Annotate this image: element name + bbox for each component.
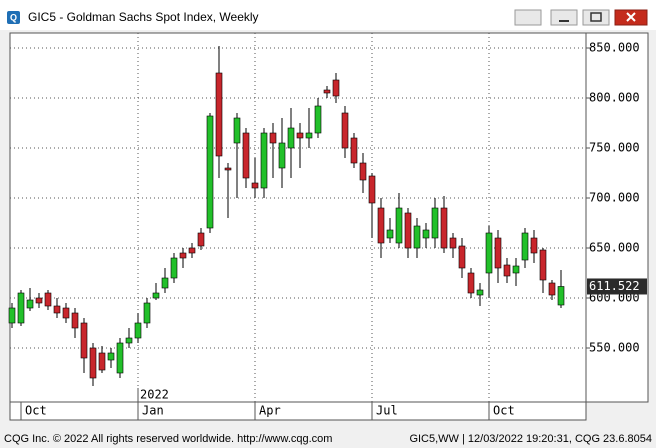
candle-body bbox=[170, 257, 178, 279]
candle-body bbox=[458, 245, 466, 269]
candle-body bbox=[278, 142, 286, 169]
maximize-glyph bbox=[590, 12, 602, 22]
candle-body bbox=[242, 132, 250, 179]
candle-body bbox=[80, 322, 88, 359]
candle-body bbox=[62, 307, 70, 319]
candle-body bbox=[323, 89, 331, 94]
candle-body bbox=[449, 237, 457, 249]
candle-body bbox=[233, 117, 241, 144]
candle-body bbox=[485, 232, 493, 274]
candle-body bbox=[206, 115, 214, 229]
candle-body bbox=[332, 79, 340, 97]
candle-body bbox=[512, 265, 520, 274]
candle-body bbox=[125, 337, 133, 344]
candle-body bbox=[107, 352, 115, 361]
title-bar bbox=[0, 0, 656, 30]
candle-body bbox=[35, 297, 43, 304]
candle-body bbox=[179, 252, 187, 259]
candle-body bbox=[503, 264, 511, 277]
candle-body bbox=[197, 232, 205, 247]
close-glyph bbox=[626, 12, 636, 22]
link-button[interactable] bbox=[514, 9, 542, 26]
y-axis-panel bbox=[585, 32, 649, 403]
candle-body bbox=[17, 292, 25, 324]
candle-body bbox=[530, 237, 538, 254]
candle-body bbox=[89, 347, 97, 379]
candle-body bbox=[548, 282, 556, 296]
candle-body bbox=[431, 207, 439, 239]
candle-body bbox=[152, 292, 160, 299]
candle-body bbox=[350, 137, 358, 164]
y-tick-label: 800.000 bbox=[589, 91, 640, 105]
candle-body bbox=[44, 292, 52, 307]
candle-body bbox=[269, 132, 277, 144]
candle-body bbox=[539, 249, 547, 281]
y-tick-label: 750.000 bbox=[589, 141, 640, 155]
candle-body bbox=[314, 105, 322, 134]
y-tick-label: 700.000 bbox=[589, 191, 640, 205]
minimize-button[interactable] bbox=[550, 9, 578, 26]
x-tick-label: Jul bbox=[376, 404, 398, 418]
x-tick-label: Oct bbox=[493, 404, 515, 418]
candle-body bbox=[53, 305, 61, 314]
candle-body bbox=[476, 289, 484, 296]
candle-body bbox=[143, 302, 151, 324]
window-title: GIC5 - Goldman Sachs Spot Index, Weekly bbox=[28, 10, 259, 24]
maximize-button[interactable] bbox=[582, 9, 610, 26]
last-price-label: 611.522 bbox=[589, 279, 640, 293]
candle-body bbox=[368, 175, 376, 204]
x-axis-panel bbox=[9, 401, 587, 421]
candle-body bbox=[224, 167, 232, 171]
candle-body bbox=[8, 307, 16, 324]
candle-body bbox=[422, 229, 430, 239]
candle-body bbox=[377, 207, 385, 244]
y-tick-label: 850.000 bbox=[589, 41, 640, 55]
candle-body bbox=[494, 237, 502, 269]
candle-body bbox=[287, 127, 295, 149]
candle-body bbox=[557, 286, 565, 306]
candle-body bbox=[341, 112, 349, 149]
candle-body bbox=[413, 225, 421, 249]
candle-body bbox=[188, 247, 196, 254]
candle-body bbox=[404, 212, 412, 249]
y-tick-label: 650.000 bbox=[589, 241, 640, 255]
footer-left: CQG Inc. © 2022 All rights reserved worl… bbox=[4, 433, 332, 445]
x-tick-label: Oct bbox=[25, 404, 47, 418]
candle-body bbox=[521, 232, 529, 261]
app-icon-glyph: Q bbox=[10, 12, 17, 22]
app-icon bbox=[7, 11, 20, 24]
candle-body bbox=[215, 72, 223, 157]
candle-body bbox=[71, 312, 79, 329]
candle-body bbox=[134, 322, 142, 339]
year-label: 2022 bbox=[140, 388, 169, 402]
candle-body bbox=[395, 207, 403, 244]
x-tick-label: Apr bbox=[259, 404, 281, 418]
candle-body bbox=[161, 277, 169, 289]
chart-layer: 550.000600.000650.000700.000750.000800.0… bbox=[8, 33, 647, 420]
last-price-box bbox=[587, 278, 647, 295]
candle-body bbox=[359, 162, 367, 181]
footer-right: GIC5,WW | 12/03/2022 19:20:31, CQG 23.6.… bbox=[409, 433, 652, 445]
candle-body bbox=[467, 272, 475, 294]
y-tick-label: 550.000 bbox=[589, 341, 640, 355]
candle-body bbox=[440, 207, 448, 249]
candle-body bbox=[26, 299, 34, 309]
x-tick-label: Jan bbox=[142, 404, 164, 418]
candle-body bbox=[305, 132, 313, 139]
candle-body bbox=[251, 182, 259, 189]
candle-body bbox=[116, 342, 124, 374]
plot-area bbox=[9, 32, 587, 403]
candle-body bbox=[260, 132, 268, 189]
candle-body bbox=[386, 229, 394, 239]
candle-body bbox=[98, 352, 106, 371]
candle-body bbox=[296, 132, 304, 139]
